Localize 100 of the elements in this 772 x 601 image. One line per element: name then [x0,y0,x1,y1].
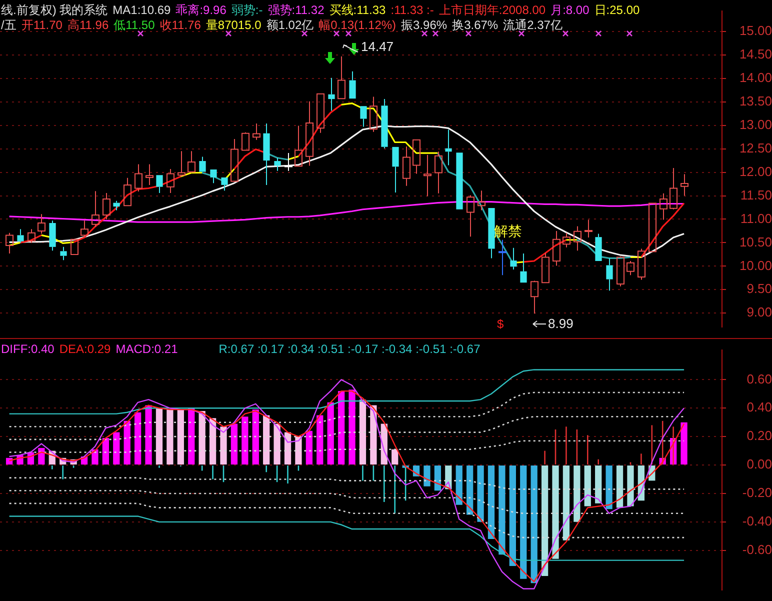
candlestick [188,150,196,174]
bar [124,420,130,465]
candlestick [178,150,186,178]
candlestick [306,100,314,166]
candlestick [230,138,238,182]
candlestick [434,151,442,194]
annotation: 14.47 [361,39,394,54]
candlestick [199,156,206,172]
candlestick [274,157,281,172]
candlestick [466,194,474,238]
bar [616,466,624,508]
candlestick [156,175,163,194]
y-tick-label: 10.00 [739,258,772,273]
y-tick-label: -0.60 [742,542,772,557]
annotation: /五 [1,18,16,32]
bar [541,466,548,576]
annotation: 换3.67% [452,18,498,32]
candlestick [510,247,517,270]
bar [424,466,430,486]
bar [584,466,591,506]
candlestick [166,168,174,194]
bar [306,430,312,465]
candlestick [38,214,46,234]
candlestick [498,239,506,276]
line-series [8,440,685,453]
candlestick [370,96,378,132]
candlestick [360,106,367,128]
candlestick [349,70,356,99]
annotation: 上市日期年:2008.00 [438,3,546,17]
annotation: 日:25.00 [594,3,640,17]
bar [102,438,110,465]
bar [252,410,259,465]
y-tick-label: 0.20 [746,428,772,444]
bar [574,466,580,522]
y-tick-label: 11.50 [740,187,772,202]
annotation: 振3.96% [401,18,448,32]
line-series [8,416,685,440]
bar [177,410,184,465]
y-tick-label: 15.00 [739,23,772,38]
bar [627,466,634,506]
y-tick-label: 11.00 [740,210,772,226]
annotation: 量87015.0 [206,18,262,32]
line-series [8,392,685,428]
bar [220,426,227,465]
candlestick [284,152,292,172]
bar [562,466,570,540]
candlestick [6,232,14,254]
annotation: 乖离:9.96 [176,3,226,17]
bar [113,432,120,465]
bar [477,466,484,522]
annotation: 流通2.37亿 [503,18,562,32]
candlestick [80,220,88,238]
candlestick [92,190,100,228]
y-tick-label: 13.50 [739,93,772,108]
annotation: 强势:11.32 [268,3,324,17]
candlestick [60,246,67,261]
candlestick [210,169,217,184]
annotation: 月:8.00 [550,3,590,17]
y-tick-label: 9.50 [746,281,772,296]
y-tick-label: 9.00 [746,304,772,320]
candlestick [113,200,120,211]
y-tick-label: -0.20 [742,485,772,500]
candlestick [412,139,420,174]
y-tick-label: -0.40 [742,514,772,528]
candlestick [660,192,668,220]
bar [456,466,462,505]
candlestick [595,233,602,262]
candlestick [478,190,486,211]
candlestick [49,220,56,252]
annotation: 买线:11.33 [329,3,386,17]
candlestick [252,122,260,140]
line-series [8,490,685,514]
bar [327,402,334,465]
annotation: 弱势:- [231,3,263,17]
bar [488,466,495,539]
y-tick-label: 12.50 [739,140,772,156]
annotation: R:0.67 :0.17 :0.34 :0.51 :-0.17 :-0.34 :-0.51 :-0.67 [218,342,480,356]
annotation: $ [497,317,504,331]
y-tick-label: 12.00 [739,164,772,179]
bar [359,400,366,465]
candlestick [294,125,302,167]
bar [188,408,195,465]
y-tick-label: 0.40 [746,400,772,415]
candlestick [338,56,346,100]
annotation: MA1:10.69 [112,3,171,17]
annotation: :11.33 :- [390,3,434,17]
annotation: 收11.76 [160,18,201,32]
candlestick [680,174,688,196]
candlestick [606,258,613,292]
line-series [8,502,685,538]
bar [242,416,248,465]
bar [316,415,324,465]
candlestick [134,164,142,192]
candlestick [670,168,678,210]
annotation: 高11.96 [67,18,109,32]
bar [274,424,280,465]
bar [38,448,45,465]
annotation: 开11.70 [21,18,62,32]
candlestick [221,177,228,192]
bar [392,449,398,465]
